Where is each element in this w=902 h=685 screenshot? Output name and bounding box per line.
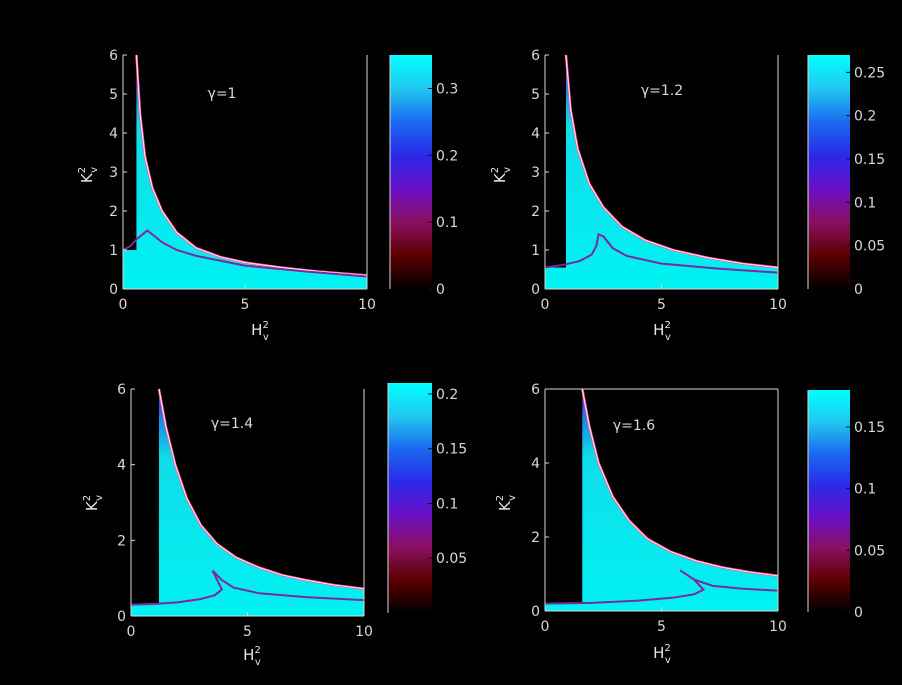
x-axis-label-text: H2 v — [251, 320, 269, 343]
lower-boundary-curve — [544, 569, 779, 605]
y-axis-label: K2v — [490, 167, 513, 183]
upper-boundary-highlight — [136, 54, 368, 276]
colorbar: 0.3 0.2 0.1 0 — [389, 55, 458, 298]
x-tick-label: 0 — [541, 619, 550, 635]
y-axis-label-text: K2v — [490, 167, 513, 183]
colorbar-gradient — [388, 383, 432, 613]
panel-top-left: 0 5 10 0 1 2 3 4 5 6 H2 v K2v γ=1 0.3 0.2 0.1 0 — [77, 48, 458, 343]
colorbar-tick-label: 0 — [854, 282, 863, 298]
gamma-annotation: γ=1.2 — [641, 83, 683, 99]
colorbar-tick-label: 0.1 — [854, 482, 876, 498]
colorbar-tick-label: 0 — [436, 282, 445, 298]
heatmap-region — [131, 389, 364, 616]
x-axis-label: H2 v — [251, 320, 269, 343]
x-tick-label: 10 — [769, 619, 787, 635]
y-axis-label: K2v — [82, 495, 105, 511]
x-tick-label: 0 — [119, 297, 128, 313]
lower-boundary-curve — [122, 229, 368, 278]
lower-boundary-curve — [544, 233, 779, 274]
gamma-annotation: γ=1.6 — [613, 418, 655, 434]
x-tick-label: 10 — [769, 297, 787, 313]
colorbar-tick-label: 0 — [854, 605, 863, 621]
y-tick-label: 3 — [531, 165, 540, 181]
colorbar-tick-label: 0.15 — [854, 420, 885, 436]
colorbar-tick-label: 0.1 — [436, 496, 458, 512]
colorbar: 0.15 0.1 0.05 0 — [807, 390, 885, 621]
y-tick-label: 6 — [531, 48, 540, 64]
colorbar-tick-label: 0.3 — [436, 81, 458, 97]
y-tick-label: 0 — [531, 604, 540, 620]
y-tick-label: 2 — [109, 204, 118, 220]
y-tick-label: 6 — [531, 382, 540, 398]
colorbar-tick-label: 0.2 — [436, 148, 458, 164]
heatmap-region — [545, 55, 778, 289]
colorbar-tick-label: 0.25 — [854, 65, 885, 81]
y-tick-label: 1 — [531, 243, 540, 259]
gamma-annotation: γ=1 — [208, 86, 237, 102]
y-tick-label: 2 — [531, 530, 540, 546]
x-axis-label: H2 v — [653, 643, 671, 666]
y-tick-label: 4 — [531, 456, 540, 472]
y-tick-label: 0 — [531, 282, 540, 298]
panel-top-right: 0 5 10 0 1 2 3 4 5 6 H2 v K2v γ=1.2 0.25 0.2 0.15 0.1 0.05… — [490, 48, 885, 343]
x-axis-label-text: H2 v — [653, 643, 671, 666]
colorbar-tick-label: 0.05 — [854, 543, 885, 559]
upper-boundary-highlight — [581, 388, 779, 577]
colorbar-tick-label: 0.2 — [436, 387, 458, 403]
colorbar: 0.25 0.2 0.15 0.1 0.05 0 — [807, 55, 885, 298]
x-tick-label: 0 — [541, 297, 550, 313]
y-tick-label: 5 — [531, 87, 540, 103]
colorbar-tick-label: 0.2 — [854, 109, 876, 125]
x-tick-label: 5 — [657, 619, 666, 635]
panel-bottom-right: 0 5 10 0 2 4 6 H2 v K2v γ=1.6 0.15 0.1 0.05 0 — [495, 382, 885, 666]
colorbar-tick-label: 0.1 — [854, 195, 876, 211]
y-tick-label: 2 — [117, 533, 126, 549]
panel-bottom-left: 0 5 10 0 2 4 6 H2 v K2v γ=1.4 0.2 0.15 0.1 0.05 — [82, 382, 467, 668]
upper-boundary-highlight — [565, 54, 779, 268]
colorbar-tick-label: 0.05 — [854, 239, 885, 255]
y-tick-label: 4 — [109, 126, 118, 142]
x-axis-label: H2 v — [653, 320, 671, 343]
colorbar-tick-label: 0.1 — [436, 215, 458, 231]
colorbar-gradient — [808, 55, 850, 289]
y-tick-label: 6 — [109, 48, 118, 64]
x-axis-label-text: H2 v — [243, 645, 261, 668]
colorbar-gradient — [390, 55, 432, 289]
heatmap-region — [123, 55, 367, 289]
heatmap-region — [545, 389, 778, 611]
colorbar: 0.2 0.15 0.1 0.05 — [387, 383, 467, 613]
y-tick-label: 2 — [531, 204, 540, 220]
x-tick-label: 5 — [241, 297, 250, 313]
y-tick-label: 0 — [109, 282, 118, 298]
upper-boundary-highlight — [158, 388, 365, 590]
colorbar-tick-label: 0.15 — [436, 442, 467, 458]
y-tick-label: 6 — [117, 382, 126, 398]
y-axis-label-text: K2v — [495, 495, 518, 511]
colorbar-tick-label: 0.05 — [436, 551, 467, 567]
lower-boundary-curve — [130, 569, 365, 606]
y-tick-label: 3 — [109, 165, 118, 181]
x-tick-label: 10 — [358, 297, 376, 313]
y-axis-label-text: K2v — [82, 495, 105, 511]
y-tick-label: 5 — [109, 87, 118, 103]
x-tick-label: 5 — [243, 624, 252, 640]
colorbar-gradient — [808, 390, 850, 612]
x-tick-label: 5 — [657, 297, 666, 313]
gamma-annotation: γ=1.4 — [211, 416, 253, 432]
x-tick-label: 0 — [127, 624, 136, 640]
y-tick-label: 4 — [531, 126, 540, 142]
x-axis-label-text: H2 v — [653, 320, 671, 343]
x-axis-label: H2 v — [243, 645, 261, 668]
y-tick-label: 0 — [117, 609, 126, 625]
x-tick-label: 10 — [355, 624, 373, 640]
y-tick-label: 1 — [109, 243, 118, 259]
y-axis-label: K2v — [495, 495, 518, 511]
y-tick-label: 4 — [117, 458, 126, 474]
colorbar-tick-label: 0.15 — [854, 152, 885, 168]
y-axis-label: K2v — [77, 167, 100, 183]
y-axis-label-text: K2v — [77, 167, 100, 183]
